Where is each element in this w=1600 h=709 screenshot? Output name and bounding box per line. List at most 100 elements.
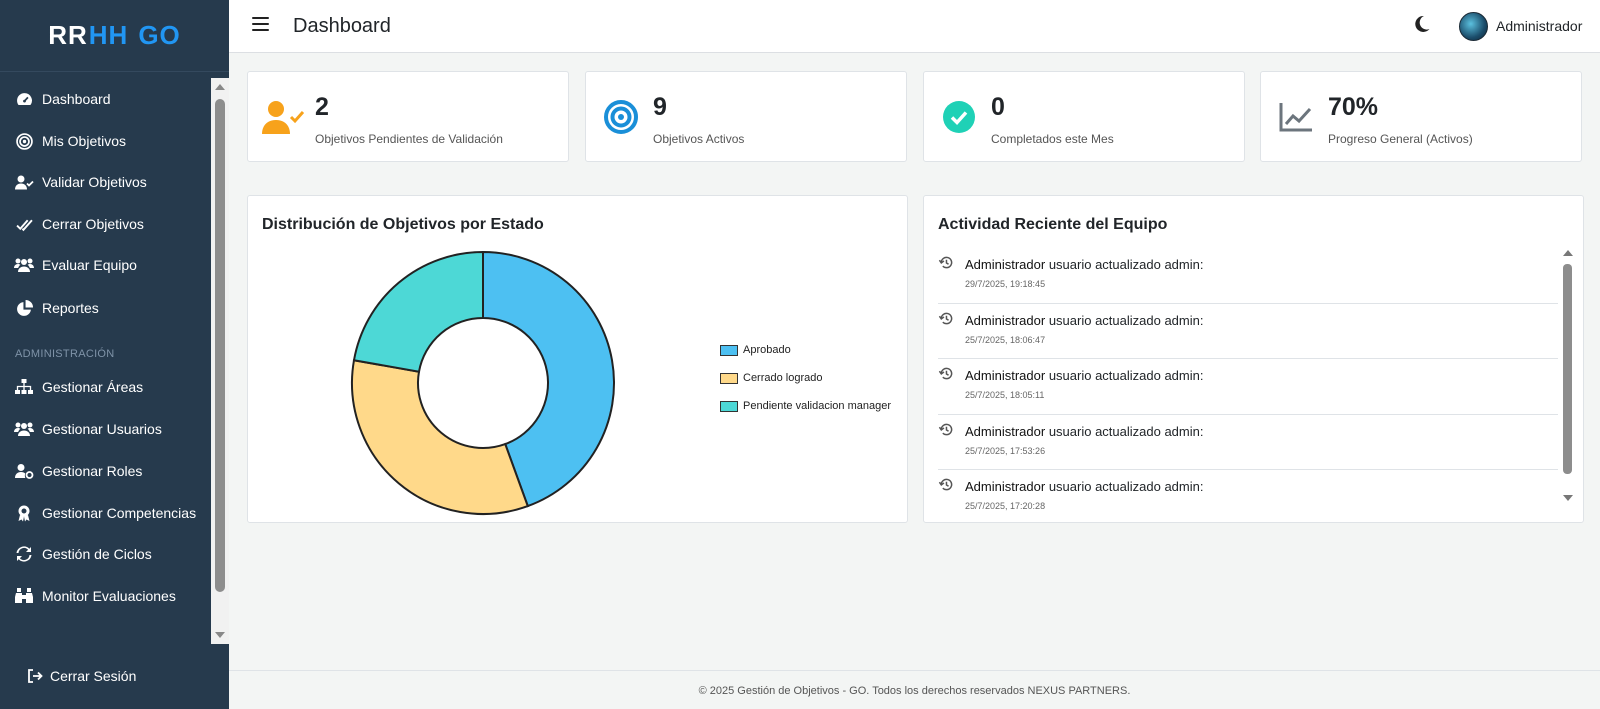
sidebar-item-reportes[interactable]: Reportes	[0, 291, 211, 325]
activity-action: usuario actualizado admin:	[1048, 257, 1204, 272]
brand-part-1: RR	[48, 20, 88, 50]
sidebar-item-dashboard[interactable]: Dashboard	[0, 82, 211, 116]
dark-mode-toggle-icon[interactable]	[1414, 15, 1431, 38]
sidebar-item-mis-objetivos[interactable]: Mis Objetivos	[0, 124, 211, 158]
sidebar-item-evaluar-equipo[interactable]: Evaluar Equipo	[0, 248, 211, 282]
activity-timestamp: 29/7/2025, 19:18:45	[965, 279, 1046, 289]
menu-toggle-icon[interactable]	[252, 17, 269, 31]
activity-user: Administrador	[965, 257, 1046, 272]
user-check-icon	[262, 98, 304, 136]
stat-label: Objetivos Pendientes de Validación	[315, 132, 503, 146]
logout-button[interactable]: Cerrar Sesión	[28, 668, 136, 684]
activity-user: Administrador	[965, 312, 1046, 328]
footer-text: © 2025 Gestión de Objetivos - GO. Todos …	[698, 685, 1131, 697]
brand-part-2: HH	[88, 20, 129, 50]
target-icon	[14, 131, 34, 151]
activity-item: Administrador usuario actualizado admin:…	[938, 248, 1558, 304]
activity-title: Actividad Reciente del Equipo	[938, 216, 1168, 233]
user-check-icon	[14, 172, 34, 192]
activity-item: Administrador usuario actualizado admin:…	[938, 304, 1558, 359]
sidebar-scrollbar[interactable]	[211, 78, 229, 644]
stat-value: 9	[653, 93, 667, 121]
stat-label: Completados este Mes	[991, 132, 1114, 146]
award-icon	[14, 503, 34, 523]
users-icon	[14, 255, 34, 275]
legend-item[interactable]: Aprobado	[720, 336, 891, 364]
activity-timestamp: 25/7/2025, 18:05:11	[965, 390, 1045, 400]
avatar[interactable]	[1459, 12, 1488, 41]
logout-label: Cerrar Sesión	[50, 668, 137, 684]
sidebar-item-label: Mis Objetivos	[42, 133, 127, 149]
scroll-down-icon[interactable]	[1563, 495, 1573, 501]
activity-card: Actividad Reciente del Equipo Administra…	[923, 195, 1584, 523]
sidebar-item-monitor-evaluaciones[interactable]: Monitor Evaluaciones	[0, 579, 211, 613]
scroll-up-icon[interactable]	[1563, 250, 1573, 256]
donut-slice-aprobado[interactable]	[482, 250, 615, 508]
brand-logo[interactable]: RR HH GO	[0, 0, 229, 72]
sidebar-item-label: Gestionar Usuarios	[42, 421, 162, 437]
binoculars-icon	[14, 586, 34, 606]
history-icon	[938, 311, 954, 331]
sidebar-item-label: Gestionar Áreas	[42, 379, 144, 395]
sidebar-nav: Dashboard Mis Objetivos Validar Objetivo…	[0, 78, 211, 644]
footer: © 2025 Gestión de Objetivos - GO. Todos …	[229, 670, 1600, 709]
scrollbar-thumb[interactable]	[215, 99, 225, 592]
sitemap-icon	[14, 377, 34, 397]
activity-action: usuario actualizado admin:	[1048, 368, 1204, 383]
stat-card-pendientes: 2 Objetivos Pendientes de Validación	[247, 71, 569, 162]
chart-legend: Aprobado Cerrado logrado Pendiente valid…	[720, 336, 891, 420]
stat-value: 70%	[1328, 93, 1379, 121]
activity-user: Administrador	[965, 423, 1046, 439]
stat-value: 2	[315, 93, 329, 121]
stat-label: Objetivos Activos	[653, 132, 745, 146]
sidebar-item-gestion-ciclos[interactable]: Gestión de Ciclos	[0, 537, 211, 571]
sidebar-item-label: Validar Objetivos	[42, 174, 147, 190]
pie-chart-icon	[14, 298, 34, 318]
brand-part-3: GO	[138, 20, 181, 50]
sidebar-item-gestionar-areas[interactable]: Gestionar Áreas	[0, 370, 211, 404]
donut-slice-pendiente-validacion-manager[interactable]	[352, 250, 484, 373]
legend-swatch	[720, 400, 738, 412]
sidebar-item-gestionar-competencias[interactable]: Gestionar Competencias	[0, 496, 211, 530]
topbar: Dashboard Administrador	[229, 0, 1600, 53]
legend-item[interactable]: Cerrado logrado	[720, 364, 891, 392]
history-icon	[938, 366, 954, 386]
activity-list: Administrador usuario actualizado admin:…	[938, 248, 1558, 526]
sidebar-nav-container: Dashboard Mis Objetivos Validar Objetivo…	[0, 78, 229, 644]
check-circle-icon	[938, 98, 980, 136]
legend-label: Aprobado	[743, 344, 791, 356]
chart-card: Distribución de Objetivos por Estado Apr…	[247, 195, 908, 523]
sync-icon	[14, 544, 34, 564]
activity-user: Administrador	[965, 479, 1046, 494]
stat-card-progreso: 70% Progreso General (Activos)	[1260, 71, 1582, 162]
stat-card-completados: 0 Completados este Mes	[923, 71, 1245, 162]
activity-item: Administrador usuario actualizado admin:…	[938, 359, 1558, 415]
user-menu[interactable]: Administrador	[1496, 18, 1583, 34]
history-icon	[938, 422, 954, 442]
legend-swatch	[720, 372, 738, 384]
sidebar-item-gestionar-usuarios[interactable]: Gestionar Usuarios	[0, 412, 211, 446]
donut-slice-cerrado-logrado[interactable]	[351, 359, 530, 515]
sidebar-item-label: Gestión de Ciclos	[42, 546, 152, 562]
sidebar-item-validar-objetivos[interactable]: Validar Objetivos	[0, 165, 211, 199]
stat-card-activos: 9 Objetivos Activos	[585, 71, 907, 162]
sidebar-item-label: Cerrar Objetivos	[42, 216, 144, 232]
sign-out-icon	[28, 669, 43, 683]
users-icon	[14, 419, 34, 439]
legend-label: Pendiente validacion manager	[743, 400, 891, 412]
sidebar-item-cerrar-objetivos[interactable]: Cerrar Objetivos	[0, 207, 211, 241]
scroll-down-icon[interactable]	[215, 632, 225, 638]
donut-chart[interactable]	[343, 243, 623, 523]
line-chart-icon	[1275, 98, 1317, 136]
legend-item[interactable]: Pendiente validacion manager	[720, 392, 891, 420]
bullseye-icon	[600, 98, 642, 136]
scroll-up-icon[interactable]	[215, 84, 225, 90]
activity-action: usuario actualizado admin:	[1048, 479, 1204, 494]
scrollbar-thumb[interactable]	[1563, 264, 1572, 474]
sidebar-item-gestionar-roles[interactable]: Gestionar Roles	[0, 454, 211, 488]
sidebar-item-label: Gestionar Competencias	[42, 505, 197, 521]
activity-scrollbar[interactable]	[1561, 248, 1575, 503]
user-gear-icon	[14, 461, 34, 481]
activity-action: usuario actualizado admin:	[1048, 423, 1204, 439]
activity-timestamp: 25/7/2025, 18:06:47	[965, 334, 1046, 345]
